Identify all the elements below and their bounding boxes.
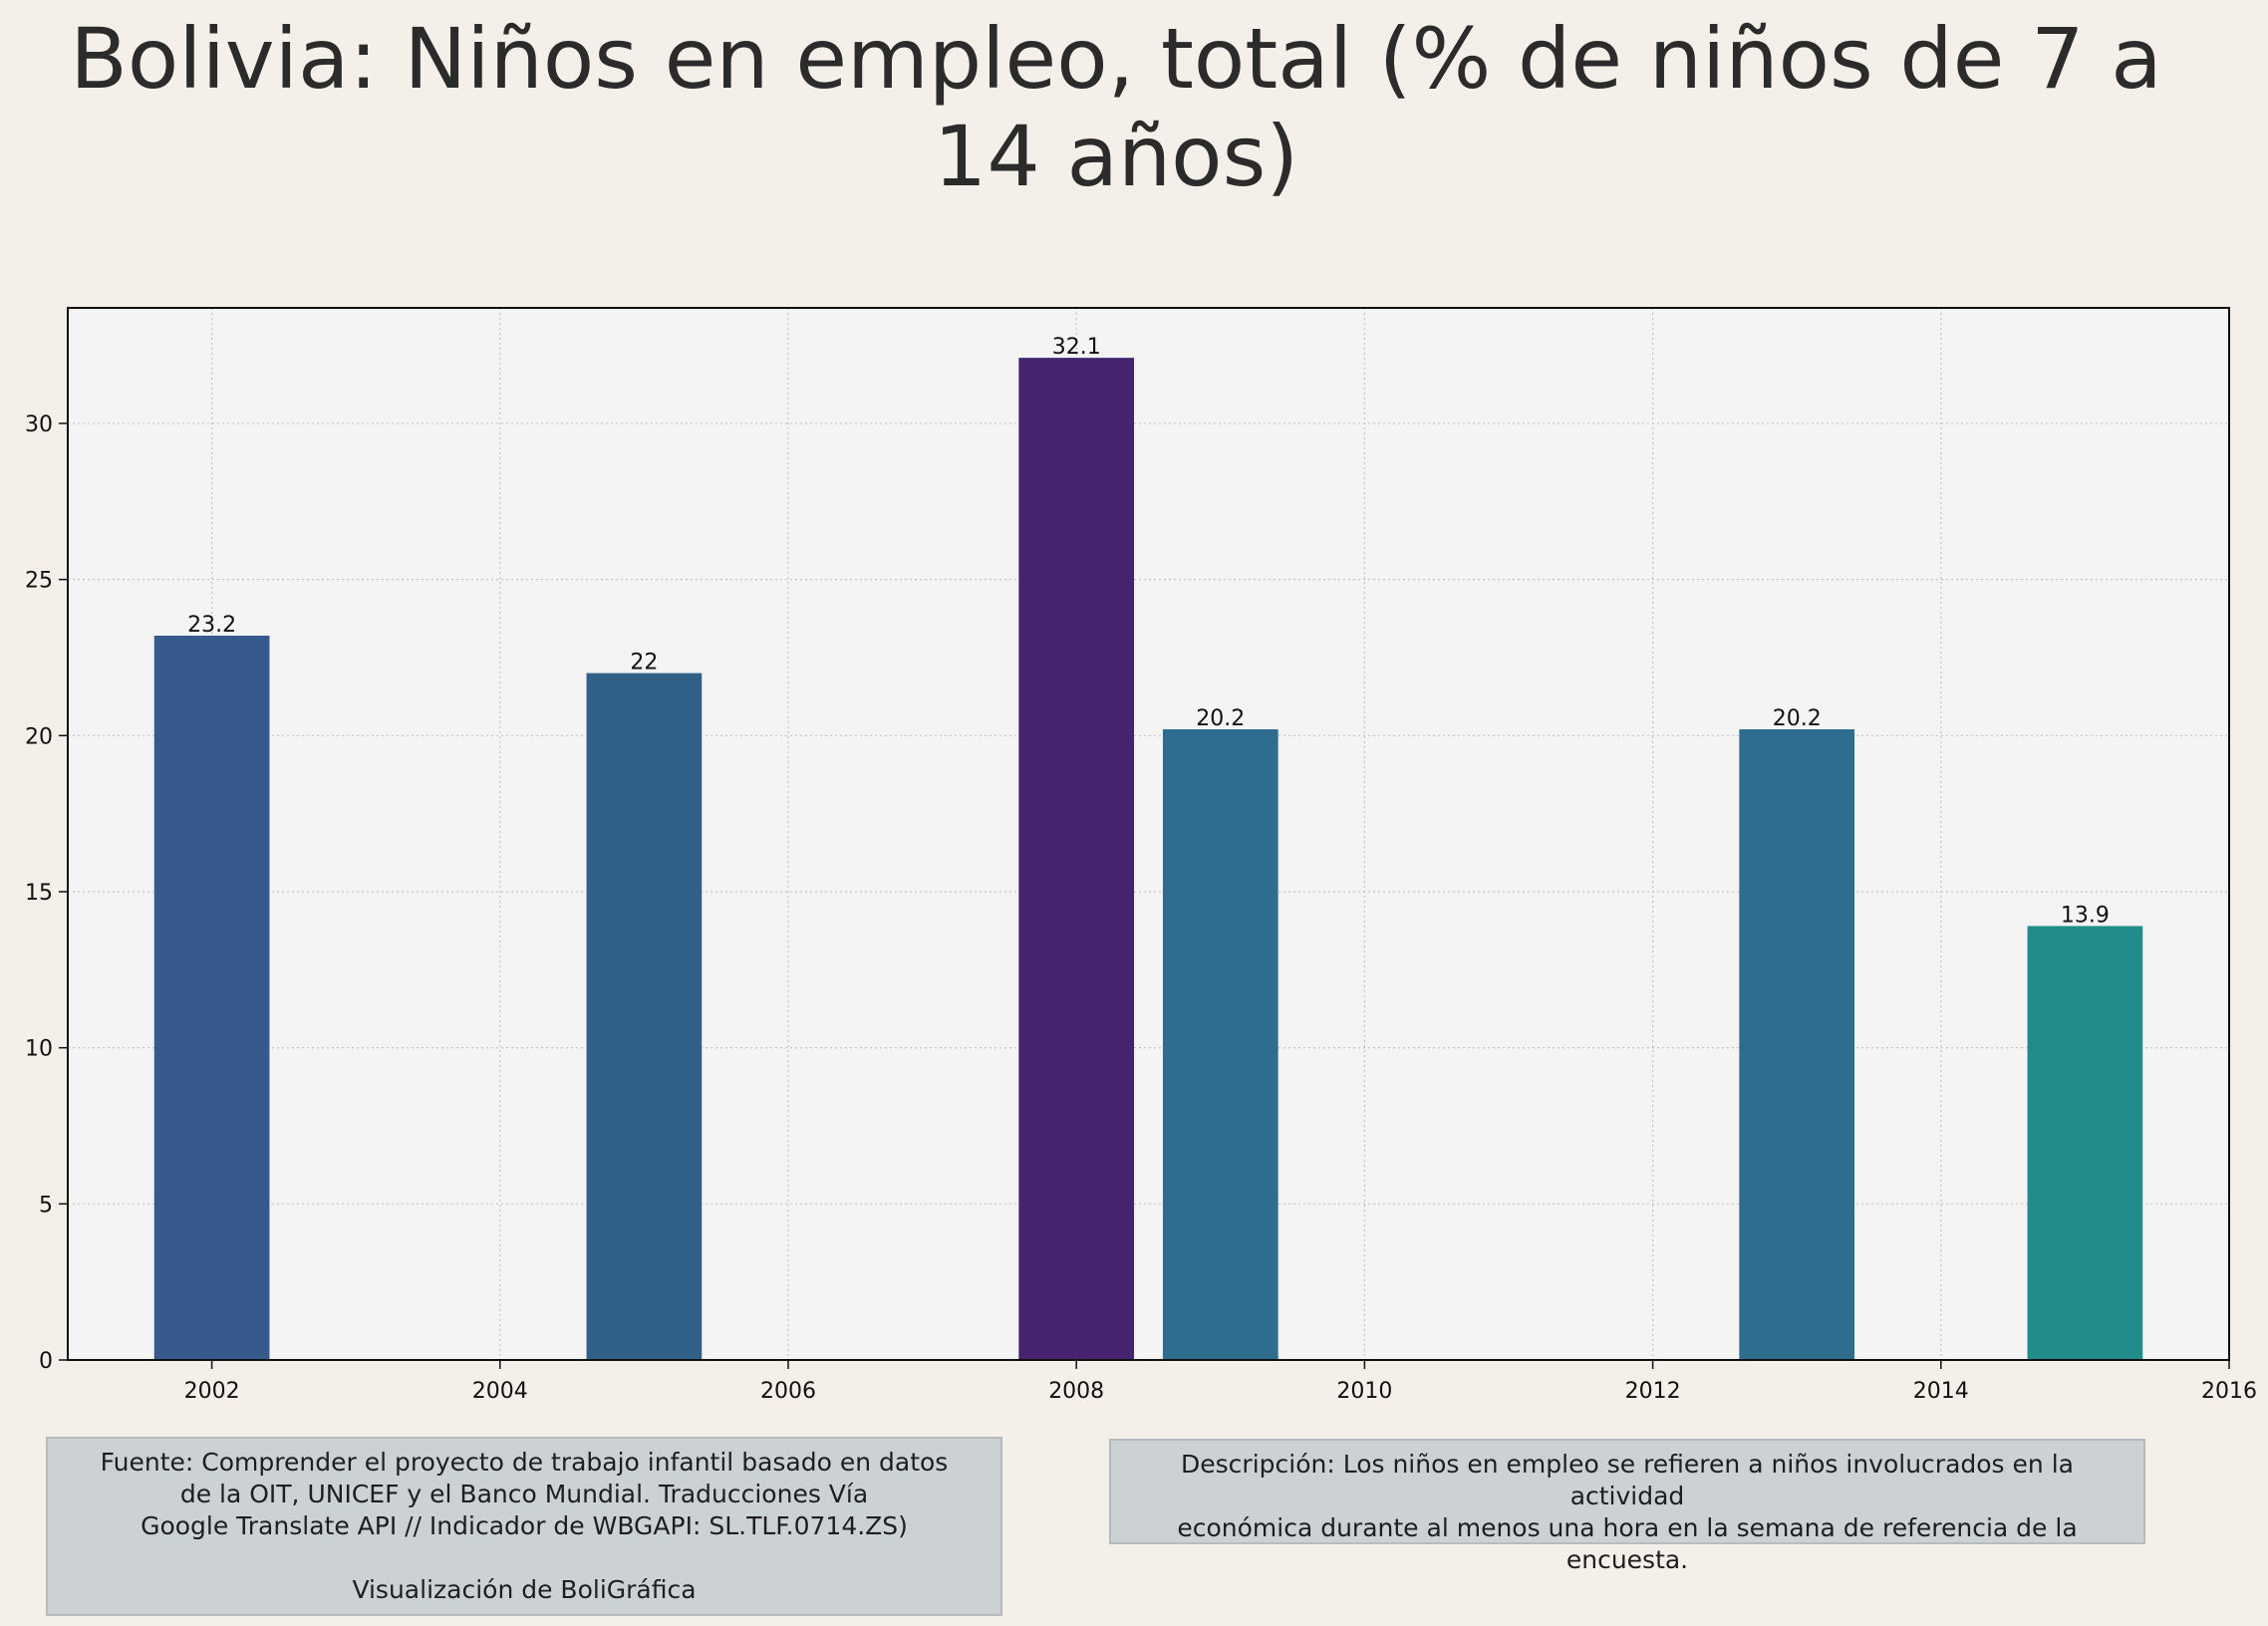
y-tick-label: 0 [39, 1349, 53, 1374]
x-axis: 2002 2004 2006 2008 2010 2012 2014 2016 [184, 1360, 2257, 1404]
bar [2027, 926, 2143, 1360]
plot-area [68, 308, 2229, 1360]
x-tick-label: 2008 [1048, 1379, 1104, 1404]
bar [1162, 729, 1278, 1360]
x-tick-label: 2010 [1336, 1379, 1392, 1404]
x-tick-label: 2002 [184, 1379, 240, 1404]
x-tick-label: 2014 [1913, 1379, 1969, 1404]
y-tick-label: 30 [25, 412, 53, 437]
chart-title: Bolivia: Niños en empleo, total (% de ni… [70, 10, 2162, 205]
plot-frame [67, 307, 2230, 1361]
y-tick-label: 15 [25, 881, 53, 906]
bar [586, 673, 703, 1360]
y-tick-label: 10 [25, 1037, 53, 1062]
x-tick-label: 2004 [472, 1379, 528, 1404]
bar [1018, 358, 1135, 1361]
bar [1739, 729, 1855, 1360]
bar-value-label: 20.2 [1196, 706, 1245, 731]
y-tick-label: 25 [25, 569, 53, 594]
bar-value-label: 13.9 [2061, 903, 2110, 928]
source-note: Fuente: Comprender el proyecto de trabaj… [46, 1437, 1002, 1616]
y-tick-label: 5 [39, 1193, 53, 1218]
x-tick-label: 2006 [760, 1379, 816, 1404]
bar-value-label: 23.2 [187, 613, 236, 638]
bar-value-labels: 23.2 22 32.1 20.2 20.2 13.9 [187, 335, 2110, 928]
x-tick-label: 2012 [1625, 1379, 1681, 1404]
description-note: Descripción: Los niños en empleo se refi… [1109, 1439, 2145, 1574]
y-axis: 0 5 10 15 20 25 30 [25, 412, 68, 1374]
bars [153, 358, 2143, 1361]
bar-value-label: 32.1 [1052, 335, 1101, 360]
bar-value-label: 22 [630, 651, 658, 676]
y-tick-label: 20 [25, 724, 53, 749]
bar [153, 636, 270, 1360]
x-tick-label: 2016 [2201, 1379, 2257, 1404]
bar-value-label: 20.2 [1773, 706, 1822, 731]
